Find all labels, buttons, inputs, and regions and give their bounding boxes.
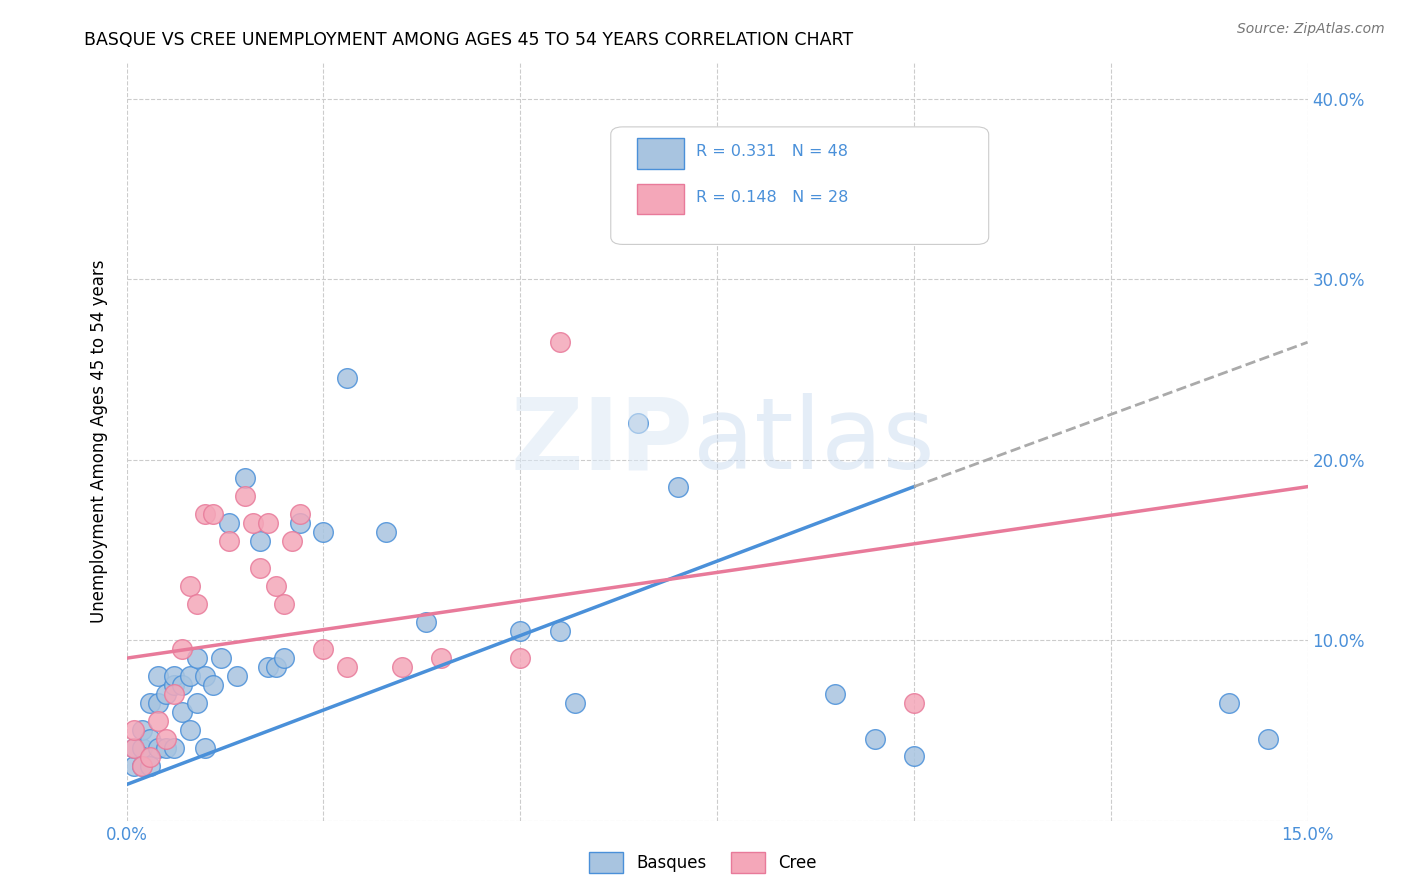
Point (186, 597, 208, 611)
Point (415, 615, 437, 629)
Point (666, 480, 689, 494)
Point (375, 524, 398, 539)
Point (139, 759, 162, 773)
Point (218, 533, 240, 548)
Point (336, 371, 359, 385)
Point (336, 660, 359, 674)
Point (249, 533, 271, 548)
Point (163, 669, 186, 683)
Point (170, 706, 193, 720)
Point (179, 669, 201, 683)
Point (131, 723, 153, 738)
Point (202, 507, 225, 521)
Point (225, 669, 247, 683)
Legend: Basques, Cree: Basques, Cree (583, 846, 823, 880)
Point (194, 507, 217, 521)
Point (155, 732, 177, 747)
Point (146, 696, 169, 710)
Point (131, 759, 153, 773)
Point (170, 642, 193, 657)
FancyBboxPatch shape (637, 184, 683, 214)
Point (163, 687, 186, 701)
Point (264, 579, 287, 593)
Point (124, 759, 146, 773)
Point (824, 687, 846, 701)
Point (264, 660, 287, 674)
Point (124, 741, 146, 756)
Point (288, 507, 311, 521)
Point (124, 723, 146, 738)
Point (218, 516, 240, 530)
Point (146, 669, 169, 683)
Point (163, 678, 186, 692)
Point (186, 651, 208, 665)
Text: BASQUE VS CREE UNEMPLOYMENT AMONG AGES 45 TO 54 YEARS CORRELATION CHART: BASQUE VS CREE UNEMPLOYMENT AMONG AGES 4… (84, 31, 853, 49)
Text: R = 0.331   N = 48: R = 0.331 N = 48 (696, 145, 848, 160)
Point (131, 741, 153, 756)
Point (627, 417, 650, 431)
Text: atlas: atlas (693, 393, 935, 490)
Point (124, 741, 146, 756)
Point (273, 651, 295, 665)
Point (548, 335, 571, 350)
FancyBboxPatch shape (637, 138, 683, 169)
Point (257, 660, 280, 674)
Point (139, 750, 162, 764)
Point (179, 579, 201, 593)
Point (430, 651, 453, 665)
Point (146, 714, 169, 729)
Point (391, 660, 413, 674)
Point (233, 489, 256, 503)
Y-axis label: Unemployment Among Ages 45 to 54 years: Unemployment Among Ages 45 to 54 years (90, 260, 108, 624)
Point (146, 741, 169, 756)
Point (186, 696, 208, 710)
Point (257, 516, 280, 530)
Point (564, 696, 586, 710)
Point (863, 732, 886, 747)
Text: R = 0.148   N = 28: R = 0.148 N = 28 (696, 190, 848, 205)
Point (903, 696, 925, 710)
Point (131, 759, 153, 773)
Point (233, 470, 256, 484)
FancyBboxPatch shape (610, 127, 988, 244)
Point (249, 561, 271, 575)
Point (163, 741, 186, 756)
Point (170, 678, 193, 692)
Point (1257, 732, 1279, 747)
Point (312, 642, 335, 657)
Point (194, 669, 217, 683)
Point (202, 678, 225, 692)
Point (288, 516, 311, 530)
Point (155, 687, 177, 701)
Point (139, 696, 162, 710)
Point (509, 624, 531, 639)
Point (281, 533, 304, 548)
Point (242, 516, 264, 530)
Point (155, 741, 177, 756)
Text: ZIP: ZIP (510, 393, 693, 490)
Point (509, 651, 531, 665)
Point (194, 741, 217, 756)
Point (179, 723, 201, 738)
Point (312, 524, 335, 539)
Point (903, 748, 925, 763)
Point (1218, 696, 1240, 710)
Point (209, 651, 232, 665)
Point (548, 624, 571, 639)
Point (139, 732, 162, 747)
Text: Source: ZipAtlas.com: Source: ZipAtlas.com (1237, 22, 1385, 37)
Point (273, 597, 295, 611)
